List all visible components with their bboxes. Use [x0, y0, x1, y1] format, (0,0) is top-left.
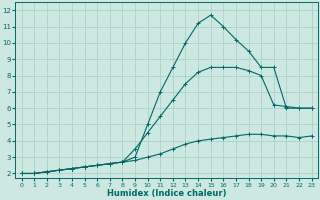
X-axis label: Humidex (Indice chaleur): Humidex (Indice chaleur)	[107, 189, 226, 198]
